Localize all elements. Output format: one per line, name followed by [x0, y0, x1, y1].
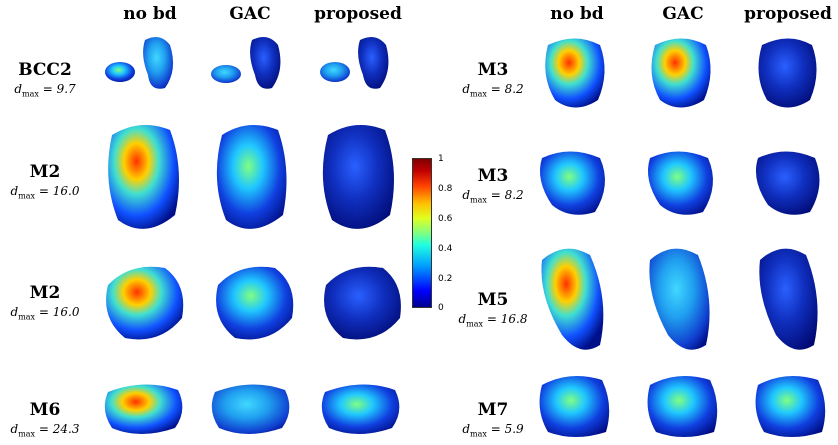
dmax-value: = 9.7 — [42, 82, 76, 96]
row-label-right-0: M3 dmax = 8.2 — [448, 60, 538, 98]
dmax-value: = 16.8 — [486, 312, 528, 326]
row-label-right-2: M5 dmax = 16.8 — [448, 290, 538, 328]
dmax-value: = 24.3 — [38, 422, 80, 436]
colorbar-tick: 0.4 — [438, 244, 453, 254]
colorbar-tick: 0 — [438, 303, 444, 313]
shape-m6-nobd — [104, 384, 183, 434]
colorbar-tick: 0.2 — [438, 274, 453, 284]
row-dmax: dmax = 5.9 — [448, 422, 538, 438]
shape-m3b-gac — [647, 151, 713, 215]
row-label-right-1: M3 dmax = 8.2 — [448, 166, 538, 204]
dmax-symbol: d — [10, 184, 19, 198]
row-name: M3 — [477, 60, 509, 80]
row-name: M6 — [29, 400, 61, 420]
col-header-gac-right: GAC — [662, 4, 704, 24]
row-dmax: dmax = 24.3 — [0, 422, 90, 438]
dmax-symbol: d — [14, 82, 23, 96]
dmax-symbol: d — [462, 422, 471, 436]
row-name: BCC2 — [18, 60, 72, 80]
dmax-sub: max — [18, 312, 36, 322]
row-label-left-0: BCC2 dmax = 9.7 — [0, 60, 90, 98]
dmax-value: = 8.2 — [490, 82, 524, 96]
row-name: M5 — [477, 290, 509, 310]
dmax-sub: max — [466, 319, 484, 329]
row-label-left-2: M2 dmax = 16.0 — [0, 283, 90, 321]
shape-m7-proposed — [755, 376, 826, 437]
shape-bcc2-proposed — [320, 36, 389, 89]
dmax-value: = 5.9 — [490, 422, 524, 436]
shape-m2b-nobd — [106, 266, 184, 340]
dmax-symbol: d — [462, 82, 471, 96]
row-dmax: dmax = 16.0 — [0, 184, 90, 200]
colorbar-tick: 0.6 — [438, 214, 453, 224]
colorbar — [412, 158, 432, 308]
row-dmax: dmax = 16.0 — [0, 305, 90, 321]
dmax-sub: max — [470, 89, 487, 99]
dmax-symbol: d — [458, 312, 467, 326]
shape-m6-gac — [211, 384, 290, 434]
shape-m3b-proposed — [755, 151, 820, 215]
col-header-proposed-right: proposed — [744, 4, 832, 24]
row-label-left-3: M6 dmax = 24.3 — [0, 400, 90, 438]
shape-m2b-proposed — [324, 266, 401, 340]
col-header-proposed-left: proposed — [314, 4, 402, 24]
row-dmax: dmax = 16.8 — [448, 312, 538, 328]
dmax-symbol: d — [10, 305, 19, 319]
row-name: M2 — [29, 162, 61, 182]
shape-bcc2-gac — [211, 36, 281, 89]
dmax-sub: max — [470, 429, 487, 439]
col-header-no-bd-right: no bd — [550, 4, 604, 24]
dmax-sub: max — [22, 89, 39, 99]
dmax-value: = 8.2 — [490, 188, 524, 202]
col-header-no-bd-left: no bd — [123, 4, 177, 24]
shape-m5-proposed — [759, 248, 818, 350]
row-label-right-3: M7 dmax = 5.9 — [448, 400, 538, 438]
dmax-symbol: d — [10, 422, 19, 436]
dmax-sub: max — [470, 195, 487, 205]
row-dmax: dmax = 8.2 — [448, 82, 538, 98]
row-label-left-1: M2 dmax = 16.0 — [0, 162, 90, 200]
shape-bcc2-nobd — [105, 36, 174, 89]
shape-m2b-gac — [216, 266, 294, 340]
shape-m3a-proposed — [758, 38, 817, 108]
shape-m3a-gac — [651, 38, 711, 108]
shape-m2a-nobd — [108, 125, 179, 229]
colorbar-tick: 0.8 — [438, 184, 453, 194]
shape-m2a-proposed — [322, 125, 394, 229]
shape-m5-gac — [649, 248, 710, 350]
row-dmax: dmax = 8.2 — [448, 188, 538, 204]
row-name: M3 — [477, 166, 509, 186]
row-name: M7 — [477, 400, 509, 420]
shape-m5-nobd — [541, 248, 604, 350]
dmax-sub: max — [18, 191, 36, 201]
shape-m3b-nobd — [539, 151, 605, 215]
row-dmax: dmax = 9.7 — [0, 82, 90, 98]
dmax-value: = 16.0 — [38, 184, 80, 198]
col-header-gac-left: GAC — [229, 4, 271, 24]
colorbar-tick: 1 — [438, 154, 444, 164]
dmax-sub: max — [18, 429, 36, 439]
shape-m6-proposed — [321, 384, 400, 434]
dmax-symbol: d — [462, 188, 471, 202]
row-name: M2 — [29, 283, 61, 303]
shape-m2a-gac — [216, 125, 287, 229]
shape-m7-nobd — [539, 376, 610, 437]
shape-m3a-nobd — [545, 38, 605, 108]
dmax-value: = 16.0 — [38, 305, 80, 319]
shape-m7-gac — [647, 376, 718, 437]
